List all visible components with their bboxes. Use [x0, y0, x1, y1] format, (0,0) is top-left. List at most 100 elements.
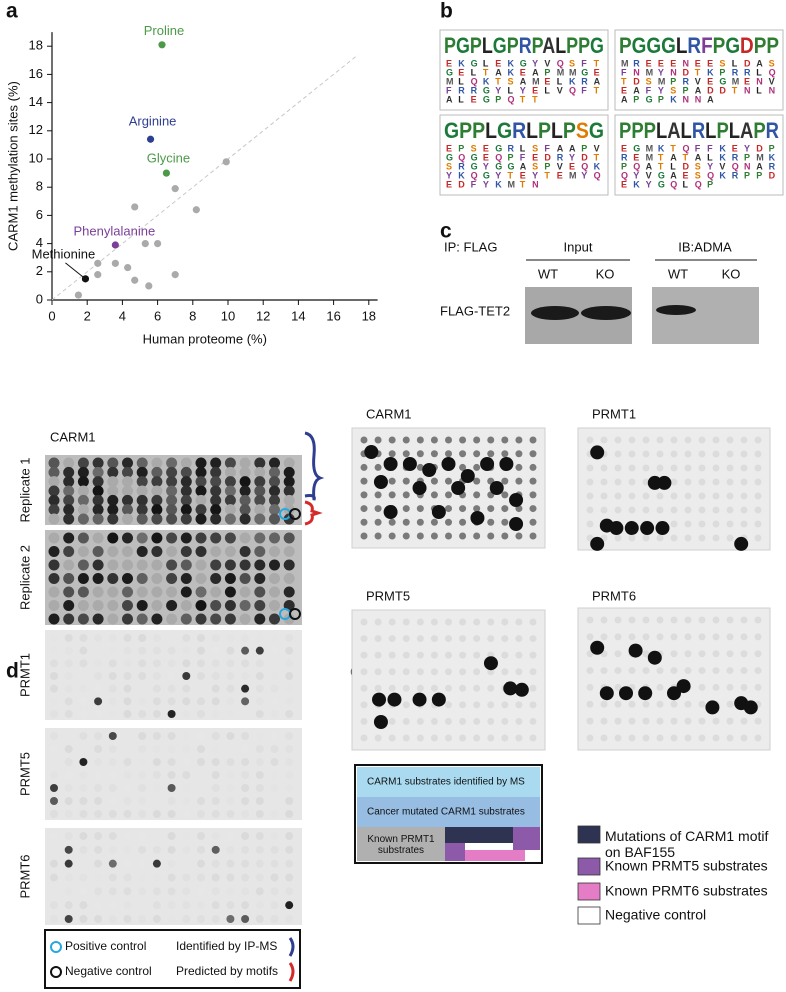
array-spot — [239, 600, 251, 611]
array-spot — [79, 784, 88, 792]
legend-squiggle — [288, 962, 295, 982]
array-spot — [197, 732, 205, 740]
blot-faint-spot — [754, 492, 762, 500]
array-spot — [211, 646, 220, 655]
logo-noise: R — [683, 76, 690, 86]
array-spot — [167, 745, 176, 753]
array-spot — [285, 684, 294, 693]
array-spot — [138, 915, 147, 923]
blot-spot — [619, 686, 633, 701]
array-spot — [283, 586, 295, 598]
blot-faint-spot — [515, 734, 523, 742]
blot-faint-spot — [712, 616, 720, 624]
array-spot — [180, 600, 192, 611]
array-spot — [92, 504, 104, 516]
array-spot — [255, 758, 264, 766]
array-spot — [180, 485, 192, 497]
array-spot — [152, 732, 161, 740]
blot-faint-spot — [529, 651, 537, 659]
array-spot — [211, 887, 220, 896]
array-spot — [197, 859, 205, 868]
array-spot — [211, 710, 220, 718]
logo-noise: E — [483, 152, 489, 162]
blot-faint-spot — [402, 491, 410, 499]
array-spot — [64, 901, 73, 910]
array-spot — [182, 859, 191, 868]
blot-faint-spot — [374, 518, 382, 526]
blot-faint-spot — [529, 450, 537, 458]
array-spot — [211, 697, 220, 706]
blot-faint-spot — [487, 505, 495, 513]
logo-noise: M — [646, 67, 654, 77]
blot-faint-spot — [628, 450, 636, 458]
logo-noise: K — [495, 179, 502, 189]
array-spot — [166, 573, 178, 584]
array-spot — [211, 745, 220, 753]
logo-noise: E — [544, 76, 550, 86]
array-spot — [283, 476, 295, 488]
logo-noise: T — [495, 76, 501, 86]
array-spot — [166, 613, 178, 625]
array-spot — [269, 457, 280, 469]
array-spot — [241, 732, 250, 740]
array-spot — [285, 832, 294, 840]
logo-noise: A — [495, 67, 502, 77]
bracket-motif — [304, 500, 323, 526]
array-spot — [226, 697, 235, 706]
blot-faint-spot — [360, 477, 368, 485]
blot-faint-spot — [740, 667, 748, 675]
array-spot — [138, 659, 147, 668]
array-spot — [123, 732, 132, 740]
array-spot — [138, 745, 147, 753]
point-label: Phenylalanine — [74, 223, 156, 238]
blot-faint-spot — [515, 618, 523, 626]
blot-faint-spot — [515, 450, 523, 458]
array-spot — [94, 810, 103, 818]
array-spot — [283, 504, 295, 516]
blot-faint-spot — [726, 650, 734, 658]
logo-noise: E — [683, 170, 689, 180]
array-spot — [255, 797, 264, 805]
blot-faint-spot — [670, 734, 678, 742]
blot-faint-spot — [388, 734, 396, 742]
blot-faint-spot — [698, 534, 706, 542]
logo-noise: G — [508, 161, 515, 171]
blot-spot — [628, 643, 643, 658]
blot-faint-spot — [684, 450, 692, 458]
logo-noise: R — [621, 152, 628, 162]
logo-noise: F — [520, 152, 526, 162]
array-spot — [269, 504, 280, 516]
array-spot — [182, 672, 191, 680]
x-tick-label: 6 — [154, 308, 161, 323]
blot-faint-spot — [388, 717, 396, 725]
array-spot — [48, 573, 60, 584]
logo-noise: E — [520, 67, 526, 77]
array-spot — [285, 672, 294, 680]
logo-noise: D — [719, 85, 726, 95]
point — [222, 158, 230, 166]
array-spot — [182, 901, 191, 910]
array-spot — [108, 745, 117, 753]
ip-label: IP: FLAG — [444, 239, 497, 254]
blot-spot — [383, 505, 398, 519]
logo-noise: G — [446, 152, 453, 162]
x-tick-label: 2 — [84, 308, 91, 323]
array-spot — [285, 810, 294, 818]
array-spot — [107, 494, 119, 506]
logo-noise: E — [458, 67, 464, 77]
array-spot — [180, 476, 192, 488]
array-spot — [138, 901, 147, 910]
logo-noise: S — [569, 58, 575, 68]
blot-spot — [499, 457, 514, 471]
array-spot — [226, 901, 235, 910]
blot-faint-spot — [402, 505, 410, 513]
array-spot — [269, 513, 280, 525]
array-spot — [92, 600, 104, 611]
array-spot — [269, 586, 280, 598]
array-spot — [210, 476, 222, 488]
point — [146, 135, 155, 143]
blot-spot — [373, 475, 388, 489]
array-spot — [79, 697, 88, 706]
logo-noise: P — [633, 94, 639, 104]
box-block — [445, 827, 513, 843]
